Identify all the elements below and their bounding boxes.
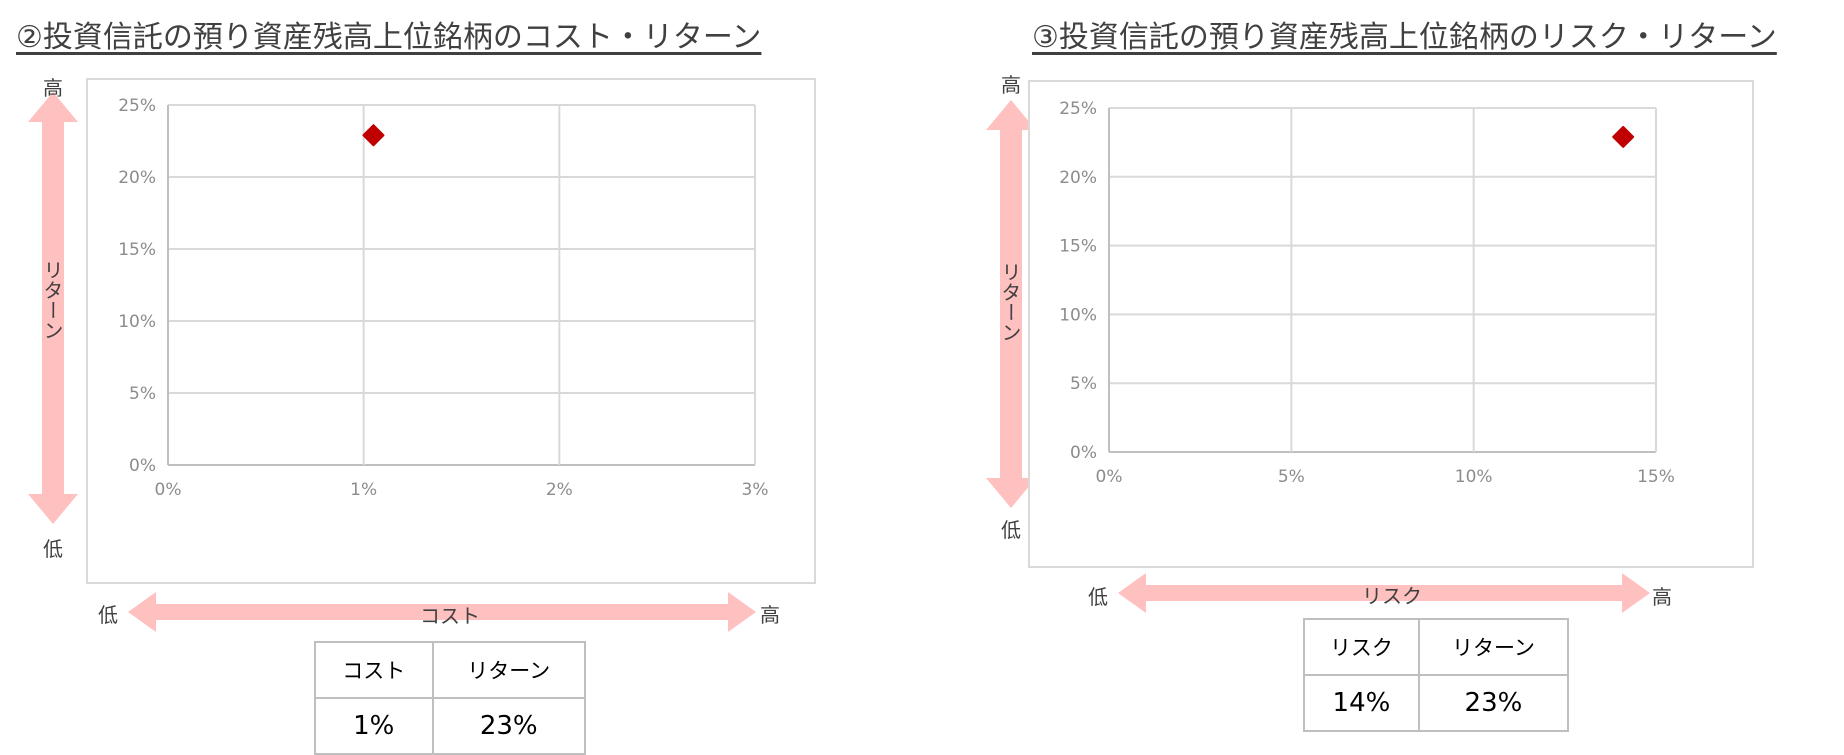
y-tick-label: 10% [118, 312, 156, 332]
y-axis-high-label: 高 [1001, 73, 1021, 97]
x-tick-label: 0% [155, 480, 182, 500]
value-table: リスク リターン 14% 23% [1303, 618, 1570, 732]
vertical-axis-arrow [986, 100, 1036, 508]
scatter-plot-area: 0% 5% 10% 15% 20% 25% 0% 1% 2% 3% [118, 96, 769, 500]
y-axis-title: リターン [998, 262, 1022, 342]
value-table: コスト リターン 1% 23% [314, 641, 586, 755]
x-tick-label: 10% [1455, 467, 1493, 487]
x-axis-low-label: 低 [98, 603, 118, 627]
table-value-risk: 14% [1303, 674, 1420, 732]
x-tick-label: 15% [1637, 467, 1675, 487]
y-tick-label: 5% [1070, 374, 1097, 394]
data-point [362, 124, 385, 147]
y-tick-label: 15% [1059, 237, 1097, 257]
scatter-plot-area: 0% 5% 10% 15% 20% 25% 0% 5% 10% 15% [1059, 99, 1675, 487]
vertical-axis-arrow [28, 92, 78, 524]
y-axis-title: リターン [40, 260, 64, 340]
chart-title: ③投資信託の預り資産残高上位銘柄のリスク・リターン [1032, 20, 1777, 55]
data-point [1612, 125, 1635, 148]
x-axis-title: リスク [1362, 584, 1422, 608]
table-header-cost: コスト [314, 641, 434, 699]
risk-return-panel: ③投資信託の預り資産残高上位銘柄のリスク・リターン 高 低 リターン 0% 5% 1… [922, 0, 1844, 747]
x-axis-low-label: 低 [1088, 585, 1108, 609]
horizontal-axis-arrow [1118, 573, 1650, 613]
x-tick-label: 5% [1278, 467, 1305, 487]
x-tick-label: 0% [1096, 467, 1123, 487]
x-axis-high-label: 高 [760, 603, 780, 627]
table-value-cost: 1% [314, 697, 434, 755]
y-axis-low-label: 低 [43, 537, 63, 561]
y-tick-label: 20% [1059, 168, 1097, 188]
y-tick-label: 25% [1059, 99, 1097, 119]
scatter-chart: 0% 5% 10% 15% 20% 25% 0% 1% 2% 3% [86, 78, 816, 584]
y-tick-label: 15% [118, 240, 156, 260]
y-tick-label: 5% [129, 384, 156, 404]
table-header-return: リターン [431, 641, 586, 699]
horizontal-axis-arrow [128, 592, 756, 632]
y-tick-label: 0% [1070, 443, 1097, 463]
x-tick-label: 1% [350, 480, 377, 500]
table-header-risk: リスク [1303, 618, 1420, 676]
table-value-return: 23% [431, 697, 586, 755]
y-tick-label: 0% [129, 456, 156, 476]
table-value-return: 23% [1417, 674, 1570, 732]
x-tick-label: 2% [546, 480, 573, 500]
x-axis-high-label: 高 [1652, 585, 1672, 609]
scatter-chart: 0% 5% 10% 15% 20% 25% 0% 5% 10% 15% [1028, 80, 1754, 568]
y-tick-label: 25% [118, 96, 156, 116]
y-axis-high-label: 高 [43, 76, 63, 100]
y-axis-low-label: 低 [1001, 518, 1021, 542]
x-axis-title: コスト [420, 604, 480, 628]
y-tick-label: 20% [118, 168, 156, 188]
cost-return-panel: ②投資信託の預り資産残高上位銘柄のコスト・リターン 高 低 リターン 0% 5% 1… [0, 0, 922, 755]
x-tick-label: 3% [742, 480, 769, 500]
table-header-return: リターン [1417, 618, 1570, 676]
y-tick-label: 10% [1059, 305, 1097, 325]
chart-title: ②投資信託の預り資産残高上位銘柄のコスト・リターン [16, 20, 762, 55]
